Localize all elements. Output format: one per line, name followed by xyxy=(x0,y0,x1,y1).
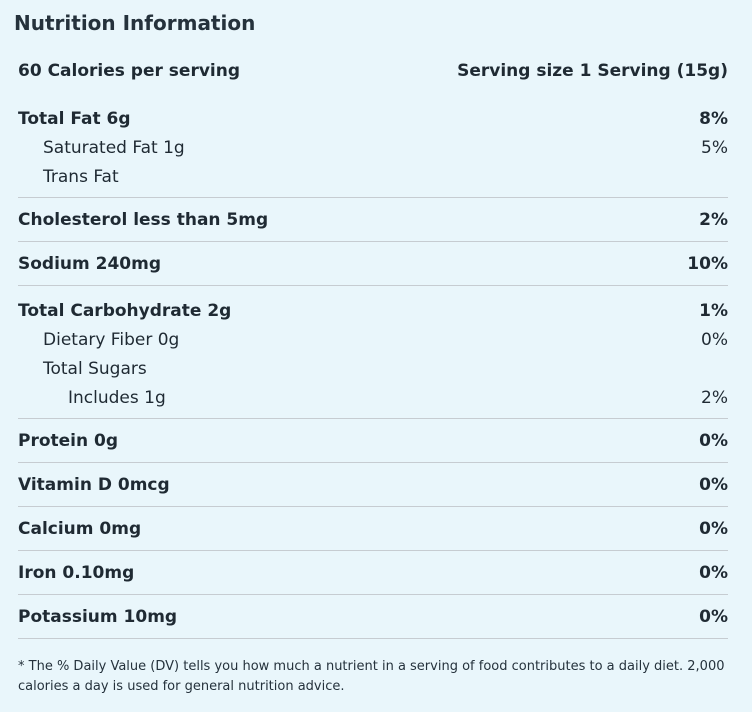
nutrient-label: Total Sugars xyxy=(43,358,147,379)
nutrient-label: Protein 0g xyxy=(18,430,119,451)
nutrient-label: Cholesterol less than 5mg xyxy=(18,209,269,230)
bottom-divider xyxy=(18,638,728,639)
nutrient-label: Total Fat 6g xyxy=(18,108,131,129)
nutrient-row-saturated-fat: Saturated Fat 1g 5% xyxy=(18,133,728,162)
daily-value-footnote: * The % Daily Value (DV) tells you how m… xyxy=(18,659,725,694)
cholesterol-section: Cholesterol less than 5mg 2% xyxy=(18,197,728,241)
nutrient-row-total-carbohydrate: Total Carbohydrate 2g 1% xyxy=(18,296,728,325)
protein-section: Protein 0g 0% xyxy=(18,418,728,462)
nutrient-row-sodium: Sodium 240mg 10% xyxy=(18,242,728,285)
nutrient-label: Includes 1g xyxy=(68,387,166,408)
nutrient-percent: 0% xyxy=(699,606,728,627)
nutrient-percent: 0% xyxy=(699,474,728,495)
nutrient-label: Trans Fat xyxy=(43,166,119,187)
nutrient-percent: 2% xyxy=(701,387,728,408)
nutrient-percent: 0% xyxy=(699,562,728,583)
nutrient-label: Potassium 10mg xyxy=(18,606,178,627)
nutrient-percent: 8% xyxy=(699,108,728,129)
calories-per-serving: 60 Calories per serving xyxy=(18,61,241,81)
nutrient-row-iron: Iron 0.10mg 0% xyxy=(18,551,728,594)
serving-size: Serving size 1 Serving (15g) xyxy=(457,61,728,81)
fat-section: Total Fat 6g 8% Saturated Fat 1g 5% Tran… xyxy=(18,104,728,191)
nutrient-row-trans-fat: Trans Fat xyxy=(18,162,728,191)
nutrient-percent: 0% xyxy=(699,518,728,539)
nutrient-label: Vitamin D 0mcg xyxy=(18,474,170,495)
summary-row: 60 Calories per serving Serving size 1 S… xyxy=(18,48,728,94)
nutrient-label: Sodium 240mg xyxy=(18,253,162,274)
nutrient-row-includes: Includes 1g 2% xyxy=(18,383,728,412)
nutrient-percent: 1% xyxy=(699,300,728,321)
nutrient-percent: 5% xyxy=(701,137,728,158)
nutrient-row-cholesterol: Cholesterol less than 5mg 2% xyxy=(18,198,728,241)
nutrient-percent: 10% xyxy=(687,253,728,274)
nutrient-label: Saturated Fat 1g xyxy=(43,137,185,158)
iron-section: Iron 0.10mg 0% xyxy=(18,550,728,594)
nutrient-label: Dietary Fiber 0g xyxy=(43,329,180,350)
panel-title: Nutrition Information xyxy=(14,11,256,35)
nutrient-row-total-fat: Total Fat 6g 8% xyxy=(18,104,728,133)
nutrient-row-potassium: Potassium 10mg 0% xyxy=(18,595,728,638)
sodium-section: Sodium 240mg 10% xyxy=(18,241,728,285)
carbohydrate-section: Total Carbohydrate 2g 1% Dietary Fiber 0… xyxy=(18,285,728,412)
nutrient-percent: 0% xyxy=(699,430,728,451)
nutrient-label: Iron 0.10mg xyxy=(18,562,135,583)
nutrient-row-protein: Protein 0g 0% xyxy=(18,419,728,462)
nutrient-row-vitamin-d: Vitamin D 0mcg 0% xyxy=(18,463,728,506)
nutrient-label: Total Carbohydrate 2g xyxy=(18,300,232,321)
vitamin-d-section: Vitamin D 0mcg 0% xyxy=(18,462,728,506)
nutrient-label: Calcium 0mg xyxy=(18,518,142,539)
nutrient-percent: 0% xyxy=(701,329,728,350)
nutrient-row-calcium: Calcium 0mg 0% xyxy=(18,507,728,550)
calcium-section: Calcium 0mg 0% xyxy=(18,506,728,550)
potassium-section: Potassium 10mg 0% xyxy=(18,594,728,638)
nutrient-percent: 2% xyxy=(699,209,728,230)
nutrient-row-total-sugars: Total Sugars xyxy=(18,354,728,383)
nutrient-row-dietary-fiber: Dietary Fiber 0g 0% xyxy=(18,325,728,354)
